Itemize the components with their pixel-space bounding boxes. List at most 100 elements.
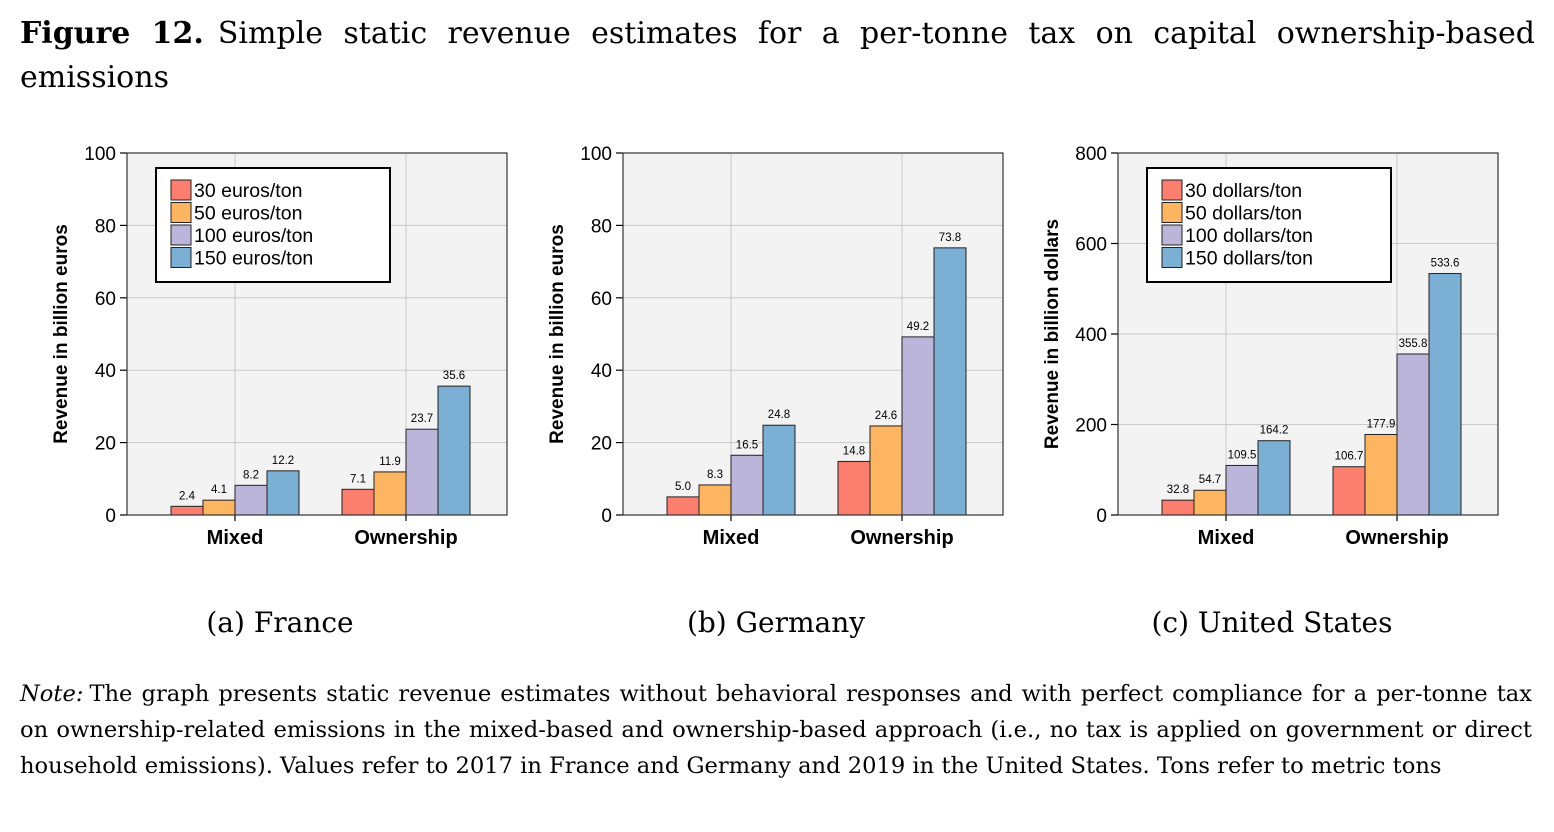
bar bbox=[234, 484, 268, 516]
bar-data-label: 32.8 bbox=[1167, 484, 1189, 496]
bar bbox=[202, 499, 236, 516]
bar bbox=[869, 425, 903, 516]
y-tick-label: 100 bbox=[84, 144, 116, 165]
y-tick-label: 60 bbox=[95, 289, 116, 310]
bar bbox=[170, 505, 204, 516]
bar-data-label: 7.1 bbox=[350, 473, 366, 485]
bar bbox=[1257, 440, 1291, 516]
figure-label: Figure 12. bbox=[20, 16, 204, 51]
y-axis-label: Revenue in billion euros bbox=[547, 224, 568, 444]
subcaption-france: (a) France bbox=[206, 606, 354, 639]
bar bbox=[730, 454, 764, 516]
plot-frame bbox=[126, 152, 508, 516]
bar bbox=[1161, 499, 1195, 516]
x-category-label: Mixed bbox=[1198, 527, 1255, 549]
bar-data-label: 24.8 bbox=[768, 409, 790, 421]
bar-data-label: 533.6 bbox=[1431, 258, 1460, 270]
y-tick-label: 200 bbox=[1075, 416, 1107, 437]
legend-swatch bbox=[170, 179, 192, 201]
bar-data-label: 164.2 bbox=[1260, 425, 1289, 437]
figure-note: Note: The graph presents static revenue e… bbox=[20, 676, 1532, 784]
y-tick-label: 0 bbox=[601, 506, 612, 527]
chart-panel-1: 0 20 40 60 80 100 5.0 8.3 16.5 24.8 Mixed 14.8 24.6 4… bbox=[547, 144, 1004, 549]
bar bbox=[266, 470, 300, 516]
bar bbox=[373, 471, 407, 516]
x-category-label: Ownership bbox=[354, 527, 457, 549]
bar bbox=[1396, 353, 1430, 516]
legend-swatch bbox=[1161, 224, 1183, 246]
bar-data-label: 177.9 bbox=[1367, 419, 1396, 431]
bar bbox=[1225, 464, 1259, 516]
y-tick-label: 600 bbox=[1075, 235, 1107, 256]
subcaption-united-states: (c) United States bbox=[1151, 606, 1393, 639]
bar bbox=[341, 488, 375, 516]
bar bbox=[837, 460, 871, 516]
legend-label: 100 euros/ton bbox=[194, 225, 313, 247]
legend-box bbox=[155, 167, 391, 283]
note-text: The graph presents static revenue estima… bbox=[20, 681, 1532, 779]
y-tick-label: 400 bbox=[1075, 325, 1107, 346]
y-tick-label: 800 bbox=[1075, 144, 1107, 165]
y-axis-label: Revenue in billion euros bbox=[51, 224, 72, 444]
bar bbox=[698, 484, 732, 516]
bar bbox=[437, 385, 471, 516]
bar-data-label: 8.3 bbox=[707, 469, 723, 481]
bar-data-label: 8.2 bbox=[243, 469, 259, 481]
x-category-label: Ownership bbox=[850, 527, 953, 549]
legend-swatch bbox=[170, 224, 192, 246]
bar-data-label: 4.1 bbox=[211, 484, 227, 496]
bar bbox=[762, 424, 796, 516]
bar-data-label: 2.4 bbox=[179, 490, 196, 502]
bar bbox=[1332, 466, 1366, 516]
subcaption-germany: (b) Germany bbox=[686, 606, 866, 639]
bar bbox=[933, 247, 967, 516]
bar-data-label: 355.8 bbox=[1399, 338, 1428, 350]
y-tick-label: 20 bbox=[95, 434, 116, 455]
bar-data-label: 54.7 bbox=[1199, 474, 1221, 486]
legend-label: 50 euros/ton bbox=[194, 203, 302, 225]
y-tick-label: 80 bbox=[591, 216, 612, 237]
note-label: Note: bbox=[20, 681, 84, 707]
figure-title: Simple static revenue estimates for a pe… bbox=[20, 16, 1535, 95]
bar-data-label: 11.9 bbox=[379, 456, 401, 468]
y-tick-label: 80 bbox=[95, 216, 116, 237]
legend-label: 50 dollars/ton bbox=[1185, 203, 1302, 225]
plot-frame bbox=[1117, 152, 1499, 516]
legend-label: 30 dollars/ton bbox=[1185, 180, 1302, 202]
bar-data-label: 5.0 bbox=[675, 481, 691, 493]
bar bbox=[1364, 434, 1398, 516]
legend-swatch bbox=[170, 247, 192, 268]
y-axis-label: Revenue in billion dollars bbox=[1042, 219, 1063, 449]
bar bbox=[1428, 273, 1462, 516]
y-tick-label: 0 bbox=[1096, 506, 1107, 527]
x-category-label: Mixed bbox=[207, 527, 264, 549]
legend-swatch bbox=[170, 202, 192, 223]
legend-swatch bbox=[1161, 247, 1183, 268]
legend-label: 100 dollars/ton bbox=[1185, 225, 1313, 247]
bar bbox=[901, 336, 935, 516]
y-tick-label: 100 bbox=[580, 144, 612, 165]
bar bbox=[405, 428, 439, 516]
y-tick-label: 40 bbox=[591, 361, 612, 382]
bar-data-label: 35.6 bbox=[443, 370, 465, 382]
bar-data-label: 23.7 bbox=[411, 413, 433, 425]
legend-swatch bbox=[1161, 179, 1183, 201]
figure-caption: Figure 12. Simple static revenue estimate… bbox=[20, 12, 1535, 100]
y-tick-label: 60 bbox=[591, 289, 612, 310]
legend-swatch bbox=[1161, 202, 1183, 223]
bar-data-label: 73.8 bbox=[939, 232, 961, 244]
bar-data-label: 24.6 bbox=[875, 410, 897, 422]
plot-frame bbox=[622, 152, 1004, 516]
legend-label: 150 euros/ton bbox=[194, 248, 313, 270]
legend-label: 30 euros/ton bbox=[194, 180, 302, 202]
figure-charts: 0 20 40 60 80 100 2.4 4.1 8.2 12.2 Mixed 7.1 11.9 23.… bbox=[51, 144, 1499, 549]
bar-data-label: 106.7 bbox=[1335, 451, 1364, 463]
y-tick-label: 20 bbox=[591, 434, 612, 455]
legend-box bbox=[1146, 167, 1392, 283]
bar-data-label: 109.5 bbox=[1228, 449, 1257, 461]
chart-panel-0: 0 20 40 60 80 100 2.4 4.1 8.2 12.2 Mixed 7.1 11.9 23.… bbox=[51, 144, 508, 549]
bar-data-label: 49.2 bbox=[907, 321, 929, 333]
bar bbox=[1193, 489, 1227, 516]
